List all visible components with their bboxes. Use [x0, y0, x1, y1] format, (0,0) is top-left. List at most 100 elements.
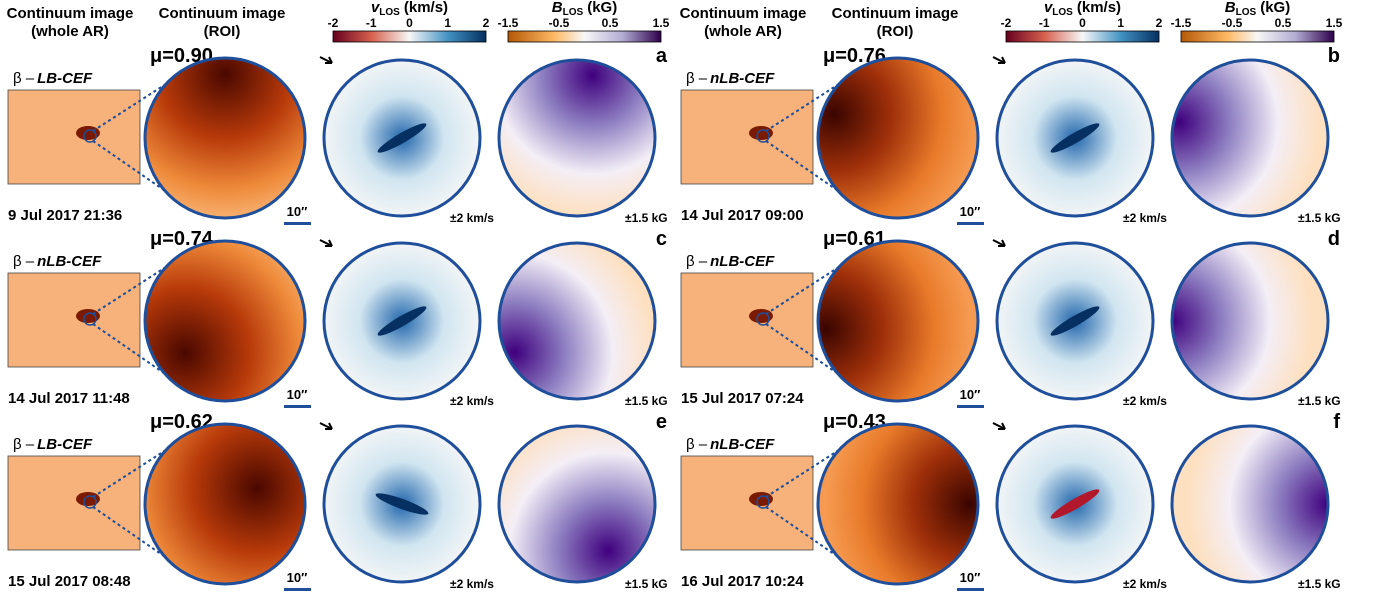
- colorbar-title-part: (km/s): [1077, 0, 1121, 16]
- label: 10″: [960, 387, 981, 402]
- colorbar-title-part: v: [371, 0, 381, 16]
- blos-map: [1170, 58, 1330, 218]
- label: c: [656, 228, 667, 250]
- blos-map: [497, 241, 657, 401]
- label: ±2 km/s: [1123, 211, 1167, 225]
- arrow: [992, 239, 1006, 247]
- class-part: β –: [686, 436, 708, 453]
- colorbar: [332, 30, 487, 43]
- colorbar-title-part: (kG): [1260, 0, 1290, 16]
- label: a: [656, 45, 668, 67]
- label: Continuum image: [159, 5, 286, 22]
- label: 10″: [287, 204, 308, 219]
- label: 14 Jul 2017 09:00: [681, 207, 804, 224]
- colorbar-title-part: LOS: [379, 7, 400, 18]
- label: 10″: [960, 204, 981, 219]
- label: ±1.5 kG: [1298, 211, 1341, 225]
- vlos-feature: [375, 493, 429, 515]
- label: b: [1328, 45, 1340, 67]
- roi-marker: [756, 312, 770, 326]
- vlos-feature: [377, 306, 427, 336]
- scale-bar: [957, 588, 984, 591]
- class-label: β – LB-CEF: [13, 70, 93, 87]
- label: 15 Jul 2017 07:24: [681, 390, 804, 407]
- class-label: β – LB-CEF: [13, 436, 93, 453]
- class-part: nLB-CEF: [710, 436, 775, 453]
- colorbar-tick-label: 0.5: [1275, 16, 1292, 30]
- blos-map: [1170, 424, 1330, 584]
- scale-bar: [957, 222, 984, 225]
- context-image: [680, 272, 814, 368]
- colorbar-tick-label: -0.5: [1222, 16, 1243, 30]
- label: ±1.5 kG: [625, 211, 668, 225]
- class-part: β –: [686, 70, 708, 87]
- label: ±1.5 kG: [625, 577, 668, 591]
- label: ±1.5 kG: [1298, 394, 1341, 408]
- colorbar-tick-label: -2: [328, 16, 339, 30]
- colorbar-title: BLOS (kG): [552, 0, 617, 18]
- arrow: [319, 422, 333, 430]
- label: 15 Jul 2017 08:48: [8, 573, 131, 590]
- label: 14 Jul 2017 11:48: [8, 390, 130, 407]
- roi-image: [816, 422, 980, 586]
- roi-image: [143, 422, 307, 586]
- class-part: β –: [686, 253, 708, 270]
- label: (whole AR): [704, 23, 782, 40]
- colorbar-title-part: B: [1225, 0, 1236, 16]
- label: ±2 km/s: [1123, 577, 1167, 591]
- colorbar-title-part: LOS: [1236, 7, 1257, 18]
- label: f: [1333, 411, 1340, 433]
- colorbar-title: vLOS (km/s): [371, 0, 448, 18]
- class-part: β –: [13, 253, 35, 270]
- roi-marker: [83, 312, 97, 326]
- colorbar-title-part: (kG): [587, 0, 617, 16]
- vlos-feature: [1050, 123, 1100, 153]
- roi-marker: [756, 495, 770, 509]
- colorbar-tick-label: -0.5: [549, 16, 570, 30]
- roi-image: [816, 56, 980, 220]
- colorbar: [507, 30, 662, 43]
- colorbar-tick-label: -1: [366, 16, 377, 30]
- colorbar: [1005, 30, 1160, 43]
- label: ±2 km/s: [1123, 394, 1167, 408]
- arrow: [319, 56, 333, 64]
- class-part: nLB-CEF: [710, 253, 775, 270]
- vlos-feature: [1050, 306, 1100, 336]
- label: (whole AR): [31, 23, 109, 40]
- label: 9 Jul 2017 21:36: [8, 207, 122, 224]
- colorbar-title-part: LOS: [563, 7, 584, 18]
- colorbar-title-part: (km/s): [404, 0, 448, 16]
- roi-image: [143, 239, 307, 403]
- colorbar: [1180, 30, 1335, 43]
- scale-bar: [284, 588, 311, 591]
- class-part: LB-CEF: [37, 70, 93, 87]
- label: 10″: [960, 570, 981, 585]
- class-part: nLB-CEF: [37, 253, 102, 270]
- label: e: [656, 411, 667, 433]
- label: ±2 km/s: [450, 211, 494, 225]
- context-image: [680, 455, 814, 551]
- class-part: β –: [13, 70, 35, 87]
- colorbar-tick-label: -1.5: [1171, 16, 1192, 30]
- roi-marker: [83, 495, 97, 509]
- colorbar-title-part: v: [1044, 0, 1054, 16]
- colorbar-tick-label: 1: [1117, 16, 1124, 30]
- blos-map: [497, 58, 657, 218]
- label: ±2 km/s: [450, 394, 494, 408]
- vlos-feature: [377, 123, 427, 153]
- arrow: [992, 56, 1006, 64]
- scale-bar: [957, 405, 984, 408]
- colorbar-tick-label: 0.5: [602, 16, 619, 30]
- label: 10″: [287, 570, 308, 585]
- roi-image: [816, 239, 980, 403]
- label: ±1.5 kG: [1298, 577, 1341, 591]
- roi-marker: [83, 129, 97, 143]
- context-image: [7, 455, 141, 551]
- colorbar-title: vLOS (km/s): [1044, 0, 1121, 18]
- roi-marker: [756, 129, 770, 143]
- class-part: β –: [13, 436, 35, 453]
- label: 16 Jul 2017 10:24: [681, 573, 804, 590]
- scale-bar: [284, 405, 311, 408]
- context-image: [680, 89, 814, 185]
